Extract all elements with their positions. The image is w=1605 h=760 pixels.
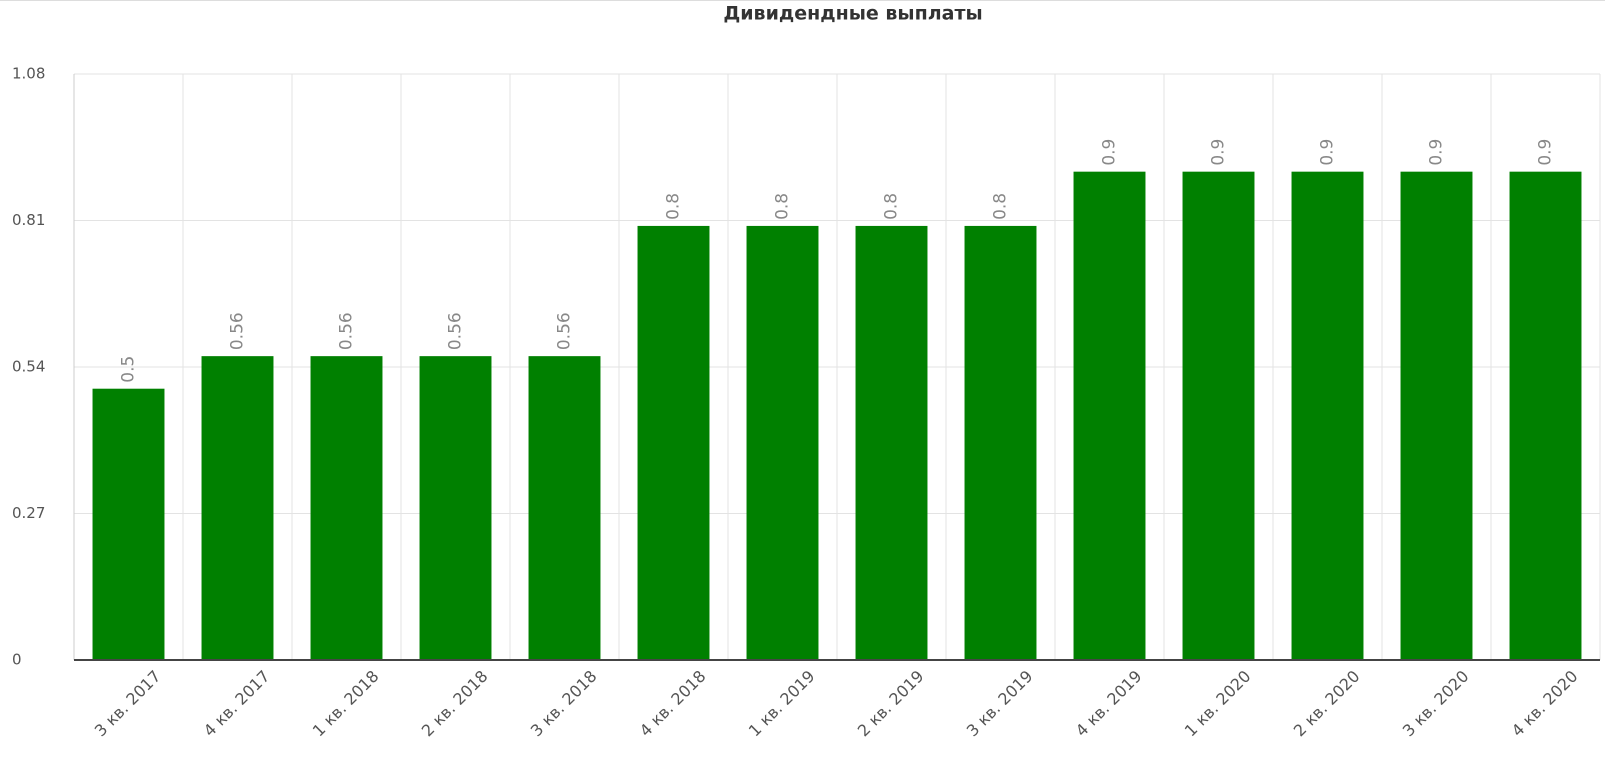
x-tick-label: 2 кв. 2020: [1290, 667, 1364, 741]
bar: [1182, 171, 1255, 660]
bar: [201, 356, 274, 660]
value-label: 0.9: [1318, 139, 1338, 166]
y-tick-label: 0: [12, 651, 22, 669]
x-tick-label: 2 кв. 2019: [854, 667, 928, 741]
bar: [1291, 171, 1364, 660]
bar: [528, 356, 601, 660]
bar: [1509, 171, 1582, 660]
x-tick-label: 4 кв. 2017: [200, 667, 274, 741]
value-label: 0.56: [337, 312, 357, 350]
x-tick-label: 3 кв. 2017: [91, 667, 165, 741]
bar: [746, 225, 819, 661]
x-tick-label: 4 кв. 2019: [1072, 667, 1146, 741]
value-label: 0.8: [773, 193, 793, 220]
bar: [92, 388, 165, 660]
y-tick-label: 0.27: [12, 504, 45, 522]
y-tick-label: 1.08: [12, 65, 45, 83]
value-label: 0.56: [446, 312, 466, 350]
x-tick-label: 1 кв. 2019: [745, 667, 819, 741]
x-tick-label: 4 кв. 2020: [1508, 667, 1582, 741]
bar: [855, 225, 928, 661]
bar: [964, 225, 1037, 661]
value-label: 0.9: [1427, 139, 1447, 166]
bar: [1073, 171, 1146, 660]
x-tick-label: 3 кв. 2018: [527, 667, 601, 741]
value-label: 0.9: [1536, 139, 1556, 166]
value-label: 0.8: [882, 193, 902, 220]
value-label: 0.56: [555, 312, 575, 350]
y-tick-label: 0.54: [12, 358, 45, 376]
chart-title: Дивидендные выплаты: [723, 3, 982, 25]
x-tick-label: 2 кв. 2018: [418, 667, 492, 741]
x-tick-label: 1 кв. 2020: [1181, 667, 1255, 741]
bar: [637, 225, 710, 661]
value-label: 0.9: [1100, 139, 1120, 166]
value-label: 0.9: [1209, 139, 1229, 166]
x-tick-label: 3 кв. 2020: [1399, 667, 1473, 741]
x-tick-label: 4 кв. 2018: [636, 667, 710, 741]
value-label: 0.5: [119, 356, 139, 383]
value-label: 0.8: [664, 193, 684, 220]
value-label: 0.8: [991, 193, 1011, 220]
y-tick-label: 0.81: [12, 211, 45, 229]
value-label: 0.56: [228, 312, 248, 350]
bar: [419, 356, 492, 660]
bar: [1400, 171, 1473, 660]
x-tick-label: 3 кв. 2019: [963, 667, 1037, 741]
x-tick-label: 1 кв. 2018: [309, 667, 383, 741]
bar: [310, 356, 383, 660]
